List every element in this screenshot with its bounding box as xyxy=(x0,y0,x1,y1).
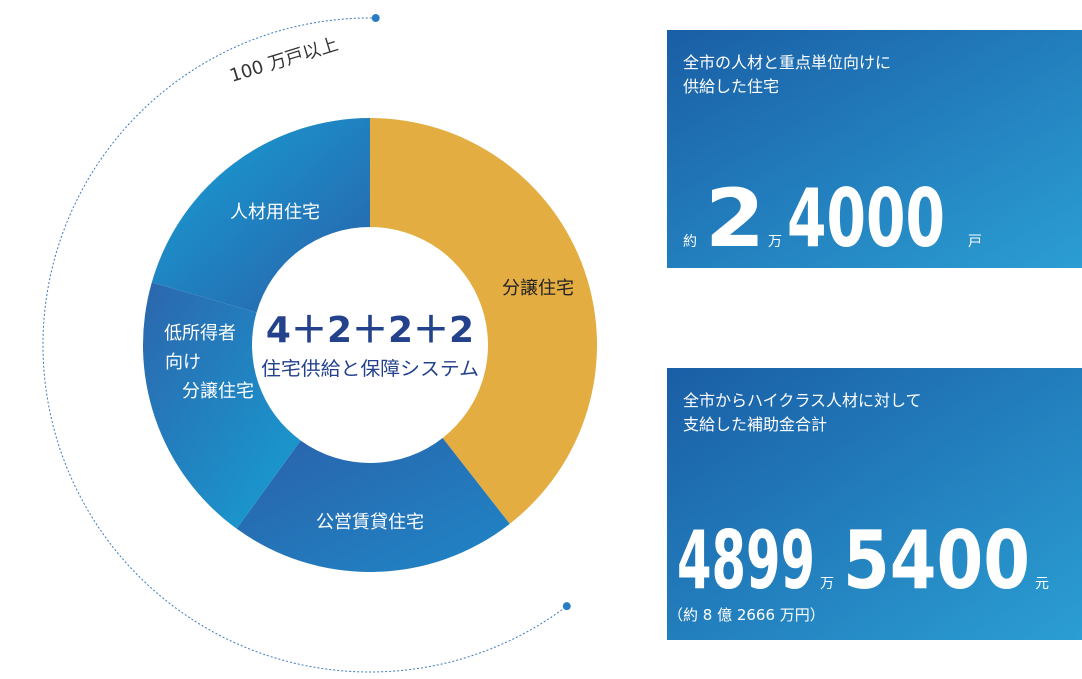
donut-segment xyxy=(143,282,301,529)
annotation: 100 万戸以上 xyxy=(227,34,340,87)
unit: 約 xyxy=(683,234,697,250)
card-note: （約 8 億 2666 万円） xyxy=(668,606,825,624)
segment-label: 低所得者 xyxy=(164,323,236,344)
dashed-arc xyxy=(42,17,568,673)
center-subtitle: 住宅供給と保障システム xyxy=(261,358,479,380)
segment-label: 向け xyxy=(165,352,201,373)
big-number: 5400 xyxy=(843,514,1030,607)
donut: 100 万戸以上分譲住宅公営賃貸住宅低所得者向け分譲住宅人材用住宅4＋2＋2＋2… xyxy=(42,14,597,673)
card-title: 全市の人材と重点単位向けに xyxy=(683,53,891,72)
arc-dot xyxy=(562,602,571,611)
stat-card xyxy=(667,30,1082,268)
card-title: 供給した住宅 xyxy=(683,77,779,96)
big-number: 2 xyxy=(705,172,765,265)
card-title: 支給した補助金合計 xyxy=(683,415,827,434)
segment-label: 分譲住宅 xyxy=(502,278,574,299)
arc-dot xyxy=(371,14,380,23)
donut-segment xyxy=(151,118,370,313)
card-title: 全市からハイクラス人材に対して xyxy=(683,391,922,410)
unit: 元 xyxy=(1035,576,1049,592)
center-title: 4＋2＋2＋2 xyxy=(266,310,474,351)
donut-segment xyxy=(236,437,510,572)
segment-label: 人材用住宅 xyxy=(230,202,320,223)
unit: 戸 xyxy=(968,234,982,250)
big-number: 4000 xyxy=(787,172,945,265)
stat-card xyxy=(667,368,1082,640)
unit: 万 xyxy=(820,576,834,592)
segment-label: 公営賃貸住宅 xyxy=(316,512,424,533)
donut-segment xyxy=(370,118,597,524)
big-number: 4899 xyxy=(677,514,815,607)
unit: 万 xyxy=(768,234,782,250)
segment-label: 分譲住宅 xyxy=(182,381,254,402)
